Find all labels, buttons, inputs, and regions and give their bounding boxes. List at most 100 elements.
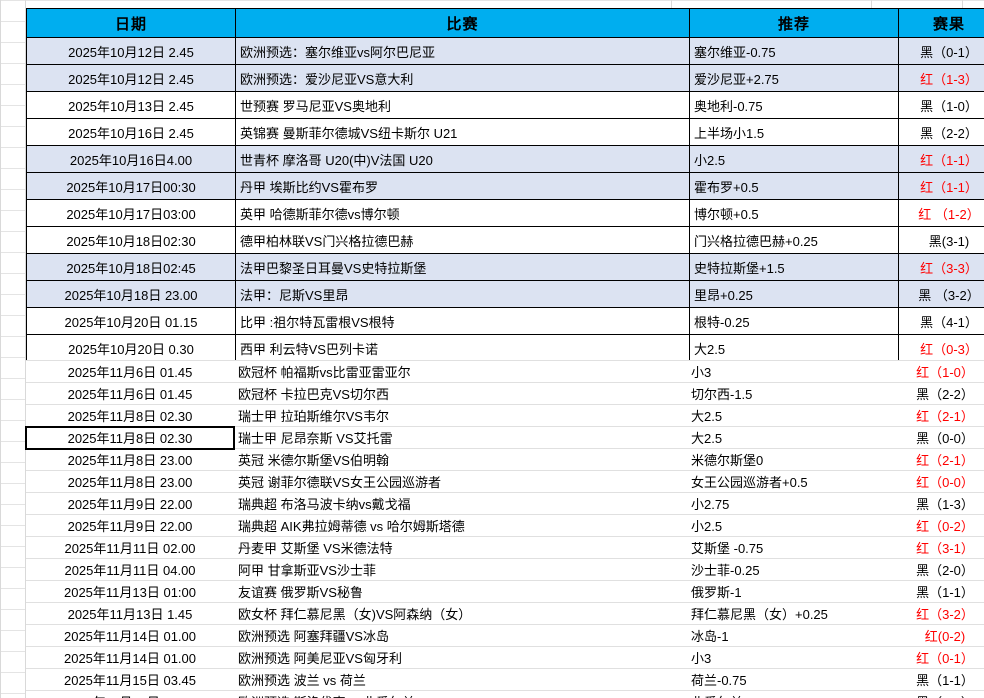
table-row[interactable]: 2025年11月13日 01:00 友谊赛 俄罗斯VS秘鲁 俄罗斯-1 黑（1-1） — [26, 580, 984, 603]
cell-result[interactable]: 红（3-3） — [898, 253, 984, 281]
column-header-result[interactable]: 赛果 — [898, 8, 984, 38]
cell-result[interactable]: 红 （1-2） — [898, 199, 984, 227]
cell-date[interactable]: 2025年10月18日 23.00 — [26, 280, 236, 308]
cell-result[interactable]: 黑(3-1) — [898, 226, 984, 254]
cell-match[interactable]: 瑞典超 布洛马波卡纳vs戴戈福 — [234, 492, 687, 515]
cell-date[interactable]: 2025年11月11日 04.00 — [26, 558, 234, 581]
cell-pick[interactable]: 奥地利-0.75 — [689, 91, 899, 119]
cell-result[interactable]: 黑（1-0） — [895, 690, 984, 698]
cell-result[interactable]: 红（2-1） — [895, 404, 984, 427]
cell-match[interactable]: 友谊赛 俄罗斯VS秘鲁 — [234, 580, 687, 603]
cell-result[interactable]: 红（0-3） — [898, 334, 984, 362]
cell-date[interactable]: 2025年11月9日 22.00 — [26, 492, 234, 515]
cell-result[interactable]: 黑（4-1） — [898, 307, 984, 335]
cell-pick[interactable]: 沙士菲-0.25 — [687, 558, 895, 581]
cell-date[interactable]: 2025年11月6日 01.45 — [26, 382, 234, 405]
cell-pick[interactable]: 霍布罗+0.5 — [689, 172, 899, 200]
table-row[interactable]: 2025年11月15日 03.45 欧洲预选 波兰 vs 荷兰 荷兰-0.75 黑（1… — [26, 668, 984, 691]
cell-date[interactable]: 2025年11月8日 23.00 — [26, 470, 234, 493]
cell-match[interactable]: 英锦赛 曼斯菲尔德城VS纽卡斯尔 U21 — [235, 118, 690, 146]
cell-match[interactable]: 欧洲预选 阿美尼亚VS匈牙利 — [234, 646, 687, 669]
cell-pick[interactable]: 北爱尔兰+0.5 — [687, 690, 895, 698]
table-row[interactable]: 2025年10月17日03:00 英甲 哈德斯菲尔德vs博尔顿 博尔顿+0.5 红 （… — [26, 199, 984, 227]
table-row[interactable]: 2025年10月12日 2.45 欧洲预选：塞尔维亚vs阿尔巴尼亚 塞尔维亚-0.7… — [26, 37, 984, 65]
cell-date[interactable]: 2025年11月14日 01.00 — [26, 624, 234, 647]
cell-date[interactable]: 2025年10月13日 2.45 — [26, 91, 236, 119]
cell-date[interactable]: 2025年11月15日 03.45 — [26, 668, 234, 691]
cell-match[interactable]: 丹麦甲 艾斯堡 VS米德法特 — [234, 536, 687, 559]
cell-result[interactable]: 红（1-1） — [898, 145, 984, 173]
table-row[interactable]: 2025年11月14日 01.00 欧洲预选 阿塞拜疆VS冰岛 冰岛-1 红(0-2) — [26, 624, 984, 647]
cell-pick[interactable]: 上半场小1.5 — [689, 118, 899, 146]
cell-match[interactable]: 欧冠杯 帕福斯vs比雷亚雷亚尔 — [234, 360, 687, 383]
cell-result[interactable]: 黑（1-1） — [895, 668, 984, 691]
cell-pick[interactable]: 小2.75 — [687, 492, 895, 515]
cell-match[interactable]: 欧女杯 拜仁慕尼黑（女)VS阿森纳（女） — [234, 602, 687, 625]
cell-result[interactable]: 红(0-2) — [895, 624, 984, 647]
cell-match[interactable]: 瑞典超 AIK弗拉姆蒂德 vs 哈尔姆斯塔德 — [234, 514, 687, 537]
cell-pick[interactable]: 小3 — [687, 646, 895, 669]
column-header-pick[interactable]: 推荐 — [689, 8, 899, 38]
cell-pick[interactable]: 荷兰-0.75 — [687, 668, 895, 691]
cell-pick[interactable]: 冰岛-1 — [687, 624, 895, 647]
cell-date[interactable]: 2025年10月16日 2.45 — [26, 118, 236, 146]
cell-result[interactable]: 黑（0-0） — [895, 426, 984, 449]
cell-result[interactable]: 黑（2-2） — [898, 118, 984, 146]
cell-match[interactable]: 瑞士甲 拉珀斯维尔VS韦尔 — [234, 404, 687, 427]
cell-pick[interactable]: 博尔顿+0.5 — [689, 199, 899, 227]
cell-date[interactable]: 2025年11月13日 1.45 — [26, 602, 234, 625]
table-row[interactable]: 2025年10月18日02:30 德甲柏林联VS门兴格拉德巴赫 门兴格拉德巴赫+0.… — [26, 226, 984, 254]
cell-result[interactable]: 红（3-1） — [895, 536, 984, 559]
column-header-match[interactable]: 比赛 — [235, 8, 690, 38]
cell-pick[interactable]: 拜仁慕尼黑（女）+0.25 — [687, 602, 895, 625]
results-table-lower[interactable]: 2025年11月6日 01.45 欧冠杯 帕福斯vs比雷亚雷亚尔 小3 红（1-0） 2… — [25, 360, 984, 698]
cell-match[interactable]: 西甲 利云特VS巴列卡诺 — [235, 334, 690, 362]
cell-date[interactable]: 2025年10月18日02:45 — [26, 253, 236, 281]
cell-result[interactable]: 红（1-0） — [895, 360, 984, 383]
cell-result[interactable]: 黑（2-2） — [895, 382, 984, 405]
cell-match[interactable]: 英甲 哈德斯菲尔德vs博尔顿 — [235, 199, 690, 227]
cell-result[interactable]: 红（3-2） — [895, 602, 984, 625]
cell-match[interactable]: 欧洲预选 波兰 vs 荷兰 — [234, 668, 687, 691]
column-header-date[interactable]: 日期 — [26, 8, 236, 38]
table-row[interactable]: 2025年11月9日 22.00 瑞典超 布洛马波卡纳vs戴戈福 小2.75 黑（1-… — [26, 492, 984, 515]
table-row[interactable]: 2025年10月20日 0.30 西甲 利云特VS巴列卡诺 大2.5 红（0-3） — [26, 334, 984, 362]
cell-result[interactable]: 红（1-1） — [898, 172, 984, 200]
cell-match[interactable]: 丹甲 埃斯比约VS霍布罗 — [235, 172, 690, 200]
cell-pick[interactable]: 大2.5 — [687, 426, 895, 449]
cell-pick[interactable]: 小2.5 — [689, 145, 899, 173]
cell-pick[interactable]: 根特-0.25 — [689, 307, 899, 335]
table-row[interactable]: 2025年11月11日 04.00 阿甲 甘拿斯亚VS沙士菲 沙士菲-0.25 黑（… — [26, 558, 984, 581]
table-row[interactable]: 2025年11月14日 01.00 欧洲预选 阿美尼亚VS匈牙利 小3 红（0-1） — [26, 646, 984, 669]
cell-date[interactable]: 2025年11月11日 02.00 — [26, 536, 234, 559]
cell-pick[interactable]: 史特拉斯堡+1.5 — [689, 253, 899, 281]
cell-pick[interactable]: 小2.5 — [687, 514, 895, 537]
cell-result[interactable]: 红（0-2） — [895, 514, 984, 537]
cell-date[interactable]: 2025年11月15日 03.45 — [26, 690, 234, 698]
cell-date[interactable]: 2025年11月6日 01.45 — [26, 360, 234, 383]
cell-match[interactable]: 欧洲预选 阿塞拜疆VS冰岛 — [234, 624, 687, 647]
cell-date[interactable]: 2025年10月16日4.00 — [26, 145, 236, 173]
table-row[interactable]: 2025年10月13日 2.45 世预赛 罗马尼亚VS奥地利 奥地利-0.75 黑（1… — [26, 91, 984, 119]
cell-result[interactable]: 黑（1-3） — [895, 492, 984, 515]
cell-pick[interactable]: 切尔西-1.5 — [687, 382, 895, 405]
cell-pick[interactable]: 米德尔斯堡0 — [687, 448, 895, 471]
table-row[interactable]: 2025年10月16日4.00 世青杯 摩洛哥 U20(中)V法国 U20 小2.5… — [26, 145, 984, 173]
cell-match[interactable]: 法甲：尼斯VS里昂 — [235, 280, 690, 308]
cell-date[interactable]: 2025年10月20日 01.15 — [26, 307, 236, 335]
cell-match[interactable]: 欧洲预选：塞尔维亚vs阿尔巴尼亚 — [235, 37, 690, 65]
cell-pick[interactable]: 塞尔维亚-0.75 — [689, 37, 899, 65]
cell-match[interactable]: 阿甲 甘拿斯亚VS沙士菲 — [234, 558, 687, 581]
cell-match[interactable]: 德甲柏林联VS门兴格拉德巴赫 — [235, 226, 690, 254]
cell-pick[interactable]: 女王公园巡游者+0.5 — [687, 470, 895, 493]
cell-result[interactable]: 红（0-1） — [895, 646, 984, 669]
table-row[interactable]: 2025年11月6日 01.45 欧冠杯 卡拉巴克VS切尔西 切尔西-1.5 黑（2-… — [26, 382, 984, 405]
cell-match[interactable]: 瑞士甲 尼昂奈斯 VS艾托雷 — [234, 426, 687, 449]
cell-match[interactable]: 欧洲预选：爱沙尼亚VS意大利 — [235, 64, 690, 92]
cell-pick[interactable]: 大2.5 — [687, 404, 895, 427]
table-row[interactable]: 2025年11月11日 02.00 丹麦甲 艾斯堡 VS米德法特 艾斯堡 -0.7… — [26, 536, 984, 559]
results-table-upper[interactable]: 日期 比赛 推荐 赛果 2025年10月12日 2.45 欧洲预选：塞尔维亚vs阿… — [26, 8, 984, 362]
table-row[interactable]: 2025年11月8日 23.00 英冠 谢菲尔德联VS女王公园巡游者 女王公园巡游… — [26, 470, 984, 493]
